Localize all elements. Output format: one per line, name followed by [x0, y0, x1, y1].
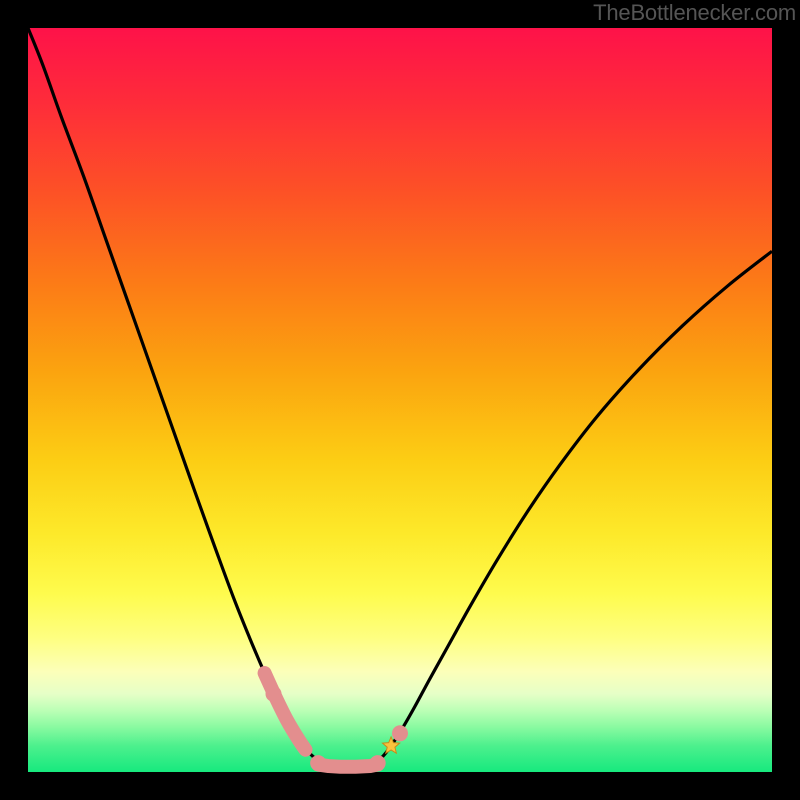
- marker-strip-valley: [318, 765, 378, 767]
- bottleneck-chart: [0, 0, 800, 800]
- gradient-background: [28, 28, 772, 772]
- marker-dot: [392, 725, 408, 741]
- marker-dot: [370, 755, 386, 771]
- marker-dot: [310, 755, 326, 771]
- marker-dot: [266, 686, 282, 702]
